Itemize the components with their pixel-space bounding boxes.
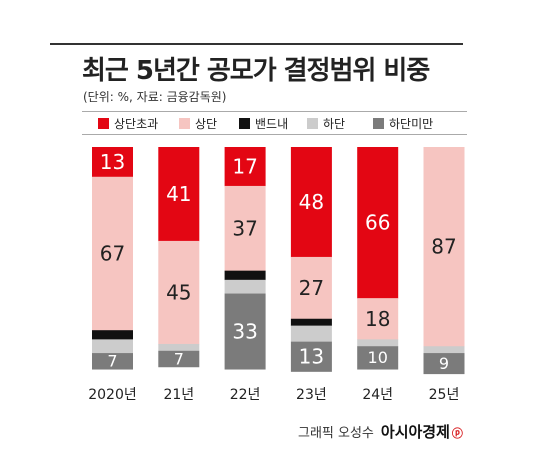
bar-segment-above-upper-3 <box>224 147 266 187</box>
legend-label-upper: 상단 <box>195 116 218 131</box>
legend-swatch-upper <box>179 117 190 129</box>
bar-segment-upper-4 <box>290 256 332 320</box>
bar-segment-upper-1 <box>92 176 133 331</box>
x-tick-label-6: 25년 <box>429 387 460 403</box>
bar-segment-below-lower-3 <box>224 293 266 370</box>
legend-swatch-below-lower <box>373 117 384 129</box>
bar-segment-below-lower-4 <box>290 341 332 372</box>
legend-item-lower: 하단 <box>307 116 346 131</box>
data-label-upper-4: 27 <box>299 276 324 300</box>
data-label-upper-1: 67 <box>100 241 125 265</box>
chart-title: 최근 5년간 공모가 결정범위 비중 <box>82 56 430 86</box>
graphic-credit: 그래픽 오성수 아시아경제 ⓟ <box>298 421 463 442</box>
bar-segment-above-upper-1 <box>92 147 133 178</box>
data-label-above-upper-1: 13 <box>100 150 125 174</box>
bar-segment-in-band-1 <box>92 330 133 340</box>
legend-item-upper: 상단 <box>179 116 218 131</box>
bar-segment-lower-3 <box>224 279 266 294</box>
bar-segment-lower-2 <box>158 343 200 352</box>
bar-segment-lower-4 <box>290 325 332 343</box>
top-rule <box>50 43 463 45</box>
bar-segment-upper-3 <box>224 185 266 272</box>
legend-label-above-upper: 상단초과 <box>114 116 159 131</box>
bar-segment-below-lower-2 <box>158 350 200 368</box>
data-label-below-lower-4: 13 <box>299 345 324 369</box>
legend-label-in-band: 밴드내 <box>255 116 289 131</box>
credit-brand-mark: ⓟ <box>451 427 463 440</box>
data-label-below-lower-2: 7 <box>174 349 184 368</box>
data-label-below-lower-5: 10 <box>368 348 388 367</box>
data-label-above-upper-4: 48 <box>299 190 324 214</box>
legend-swatch-lower <box>307 117 318 129</box>
bar-segment-above-upper-4 <box>290 147 332 258</box>
chart-subtitle: (단위: %, 자료: 금융감독원) <box>83 90 227 104</box>
credit-designer: 그래픽 오성수 <box>298 426 374 441</box>
x-tick-label-3: 22년 <box>230 387 261 403</box>
data-label-below-lower-3: 33 <box>232 319 257 343</box>
legend: 상단초과 상단 밴드내 하단 하단미만 <box>82 111 467 135</box>
data-label-upper-3: 37 <box>232 216 257 240</box>
x-tick-label-4: 23년 <box>296 387 327 403</box>
data-label-upper-5: 18 <box>365 307 390 331</box>
legend-item-below-lower: 하단미만 <box>373 116 434 131</box>
bar-segment-in-band-4 <box>290 318 332 327</box>
bar-segment-in-band-3 <box>224 270 266 281</box>
x-tick-label-1: 2020년 <box>88 387 137 403</box>
bar-segment-lower-1 <box>92 339 133 354</box>
legend-item-above-upper: 상단초과 <box>98 116 159 131</box>
bar-segment-upper-6 <box>423 147 465 347</box>
data-label-upper-2: 45 <box>166 280 191 304</box>
data-label-above-upper-3: 17 <box>232 154 257 178</box>
data-label-above-upper-2: 41 <box>166 182 191 206</box>
data-label-below-lower-6: 9 <box>439 354 449 373</box>
bar-segment-lower-5 <box>357 339 399 347</box>
bar-segment-above-upper-2 <box>158 147 200 242</box>
legend-label-below-lower: 하단미만 <box>389 116 434 131</box>
bar-segment-lower-6 <box>423 346 465 354</box>
x-tick-label-5: 24년 <box>362 387 393 403</box>
x-tick-label-2: 21년 <box>163 387 194 403</box>
bar-segment-below-lower-5 <box>357 346 399 370</box>
legend-swatch-above-upper <box>98 117 109 129</box>
credit-brand-logo: 아시아경제 <box>380 423 450 441</box>
data-label-upper-6: 87 <box>431 235 456 259</box>
bar-segment-upper-2 <box>158 240 200 345</box>
bar-segment-above-upper-5 <box>357 147 399 299</box>
data-label-below-lower-1: 7 <box>107 352 117 371</box>
bar-segment-below-lower-1 <box>92 353 133 370</box>
legend-label-lower: 하단 <box>323 116 346 131</box>
legend-swatch-in-band <box>239 117 250 129</box>
bar-segment-upper-5 <box>357 298 399 340</box>
bar-segment-below-lower-6 <box>423 353 465 375</box>
data-label-above-upper-5: 66 <box>365 211 390 235</box>
legend-item-in-band: 밴드내 <box>239 116 289 131</box>
